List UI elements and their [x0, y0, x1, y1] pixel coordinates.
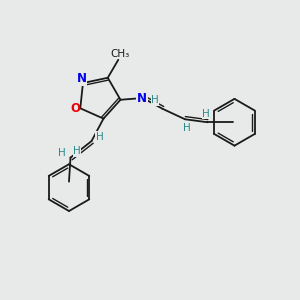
Text: H: H [73, 146, 81, 156]
Text: H: H [96, 132, 104, 142]
Text: N: N [76, 72, 86, 85]
Text: H: H [58, 148, 66, 158]
Text: H: H [202, 109, 210, 119]
Text: O: O [70, 102, 80, 116]
Text: H: H [151, 95, 159, 105]
Text: N: N [137, 92, 147, 105]
Text: H: H [183, 123, 190, 133]
Text: CH₃: CH₃ [110, 49, 129, 59]
